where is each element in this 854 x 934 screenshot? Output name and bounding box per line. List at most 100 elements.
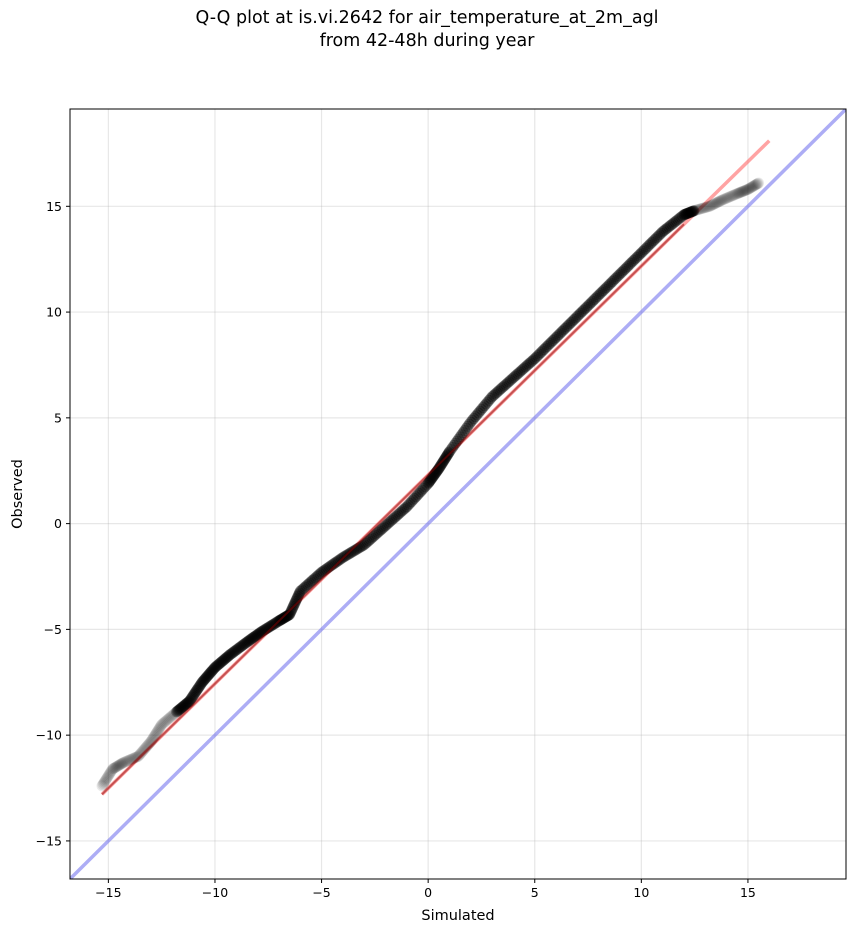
quantile-point xyxy=(500,378,512,390)
quantile-point xyxy=(611,271,623,283)
quantile-point xyxy=(732,187,744,199)
quantile-point xyxy=(706,199,718,211)
y-tick-label: −5 xyxy=(44,622,62,637)
quantile-point xyxy=(308,573,320,585)
quantile-point xyxy=(217,654,229,666)
quantile-point xyxy=(492,385,504,397)
quantile-point xyxy=(410,491,422,503)
quantile-point xyxy=(267,619,279,631)
quantile-point xyxy=(165,710,177,722)
quantile-point xyxy=(726,190,738,202)
quantile-point xyxy=(594,288,606,300)
quantile-point xyxy=(285,605,297,617)
quantile-point xyxy=(190,686,202,698)
quantile-point xyxy=(638,244,650,256)
quantile-point xyxy=(334,554,346,566)
quantile-point xyxy=(384,516,396,528)
quantile-point xyxy=(617,265,629,277)
quantile-point xyxy=(679,208,691,220)
quantile-point xyxy=(405,496,417,508)
quantile-point xyxy=(422,477,434,489)
quantile-point xyxy=(198,674,210,686)
quantile-point xyxy=(683,207,695,219)
quantile-point xyxy=(737,186,749,197)
quantile-point xyxy=(456,429,468,441)
quantile-point xyxy=(632,250,644,262)
quantile-point xyxy=(331,556,343,568)
quantile-point xyxy=(472,407,484,419)
quantile-point xyxy=(119,756,131,768)
quantile-point xyxy=(661,222,673,234)
x-tick-label: −10 xyxy=(202,885,228,900)
quantile-point xyxy=(658,224,670,236)
quantile-point xyxy=(225,648,237,660)
quantile-point xyxy=(657,226,669,238)
quantile-point xyxy=(404,497,416,509)
quantile-point xyxy=(707,198,719,210)
quantile-point xyxy=(113,759,125,771)
quantile-point xyxy=(485,393,497,405)
quantile-point xyxy=(149,729,161,741)
quantile-point xyxy=(174,703,186,715)
quantile-point xyxy=(210,661,222,673)
quantile-point xyxy=(230,644,242,656)
quantile-point xyxy=(373,525,385,537)
quantile-point xyxy=(712,196,724,208)
quantile-point xyxy=(228,646,240,658)
quantile-point xyxy=(200,672,212,684)
quantile-point xyxy=(102,770,114,782)
quantile-point xyxy=(309,572,321,584)
quantile-point xyxy=(111,760,123,772)
quantile-point xyxy=(294,585,306,597)
quantile-points xyxy=(96,177,765,796)
quantile-point xyxy=(98,778,110,790)
quantile-point xyxy=(114,758,126,770)
quantile-point xyxy=(375,524,387,536)
quantile-point xyxy=(714,195,726,207)
quantile-point xyxy=(562,319,574,331)
quantile-point xyxy=(483,394,495,406)
quantile-point xyxy=(468,412,480,424)
quantile-point xyxy=(752,177,764,189)
y-tick-label: 15 xyxy=(46,199,62,214)
quantile-point xyxy=(673,212,685,224)
quantile-point xyxy=(424,474,436,486)
quantile-point xyxy=(115,758,127,770)
quantile-point xyxy=(510,369,522,381)
quantile-point xyxy=(708,198,720,210)
quantile-point xyxy=(207,664,219,676)
quantile-point xyxy=(664,220,676,232)
quantile-point xyxy=(182,697,194,709)
quantile-point xyxy=(606,276,618,288)
quantile-point xyxy=(293,587,305,599)
quantile-point xyxy=(695,203,707,215)
quantile-point xyxy=(284,607,296,619)
quantile-point xyxy=(676,210,688,222)
quantile-point xyxy=(181,698,193,710)
quantile-point xyxy=(188,689,200,701)
quantile-point xyxy=(680,208,692,220)
quantile-point xyxy=(735,186,747,198)
quantile-point xyxy=(191,684,203,696)
quantile-point xyxy=(524,357,536,369)
quantile-point xyxy=(704,200,716,212)
quantile-point xyxy=(196,676,208,688)
quantile-point xyxy=(688,205,700,217)
quantile-point xyxy=(167,709,179,721)
quantile-point xyxy=(721,192,733,204)
quantile-point xyxy=(366,532,378,544)
quantile-point xyxy=(423,476,435,488)
quantile-point xyxy=(120,755,132,767)
quantile-point xyxy=(549,333,561,345)
quantile-point xyxy=(193,682,205,694)
quantile-point xyxy=(552,330,564,342)
quantile-point xyxy=(480,398,492,410)
quantile-point xyxy=(495,383,507,395)
quantile-point xyxy=(326,559,338,571)
quantile-point xyxy=(248,631,260,643)
quantile-point xyxy=(655,227,667,239)
quantile-point xyxy=(232,642,244,654)
quantile-point xyxy=(667,217,679,229)
quantile-point xyxy=(682,207,694,219)
quantile-point xyxy=(176,701,188,713)
